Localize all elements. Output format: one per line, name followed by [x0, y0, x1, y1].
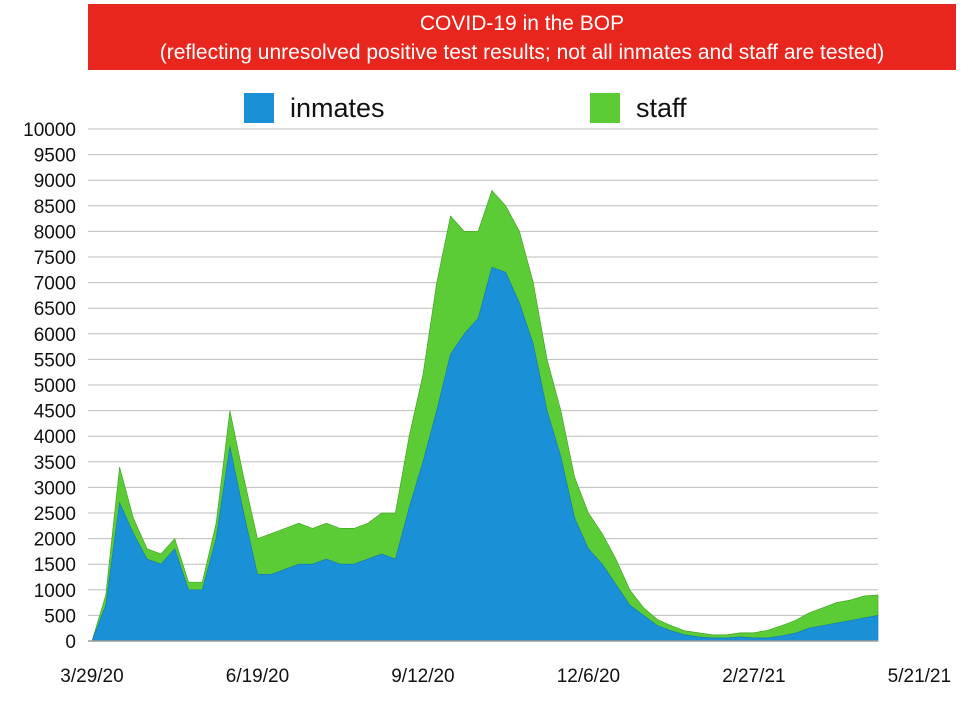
y-tick-label: 500 [44, 606, 76, 627]
x-tick-label: 6/19/20 [226, 666, 289, 687]
legend-label-staff: staff [636, 92, 687, 123]
x-tick-label: 3/29/20 [60, 666, 123, 687]
y-tick-label: 5000 [34, 376, 76, 397]
y-tick-label: 9000 [34, 171, 76, 192]
y-tick-label: 4000 [34, 427, 76, 448]
y-tick-label: 9500 [34, 146, 76, 167]
legend-item-inmates: inmates [244, 92, 385, 124]
chart-title-banner: COVID-19 in the BOP (reflecting unresolv… [88, 4, 956, 70]
x-tick-label: 5/21/21 [888, 666, 951, 687]
y-tick-label: 1000 [34, 581, 76, 602]
legend-label-inmates: inmates [290, 92, 385, 123]
series-area-inmates [91, 266, 879, 642]
x-tick-label: 12/6/20 [557, 666, 620, 687]
y-tick-label: 2500 [34, 504, 76, 525]
chart-title: COVID-19 in the BOP [419, 12, 625, 35]
y-tick-label: 3500 [34, 453, 76, 474]
y-tick-label: 6500 [34, 299, 76, 320]
y-tick-label: 2000 [34, 530, 76, 551]
legend-item-staff: staff [590, 92, 687, 124]
x-tick-label: 2/27/21 [722, 666, 785, 687]
y-tick-label: 3000 [34, 478, 76, 499]
legend-swatch-staff [590, 93, 620, 123]
y-tick-label: 10000 [23, 120, 76, 141]
x-tick-label: 9/12/20 [391, 666, 454, 687]
y-tick-label: 6000 [34, 325, 76, 346]
y-tick-label: 0 [65, 632, 76, 653]
y-tick-label: 7500 [34, 248, 76, 269]
y-tick-label: 8500 [34, 197, 76, 218]
y-tick-label: 7000 [34, 274, 76, 295]
y-tick-label: 5500 [34, 350, 76, 371]
y-tick-label: 4500 [34, 402, 76, 423]
legend-swatch-inmates [244, 93, 274, 123]
y-tick-label: 8000 [34, 222, 76, 243]
chart-subtitle: (reflecting unresolved positive test res… [159, 41, 885, 64]
y-tick-label: 1500 [34, 555, 76, 576]
